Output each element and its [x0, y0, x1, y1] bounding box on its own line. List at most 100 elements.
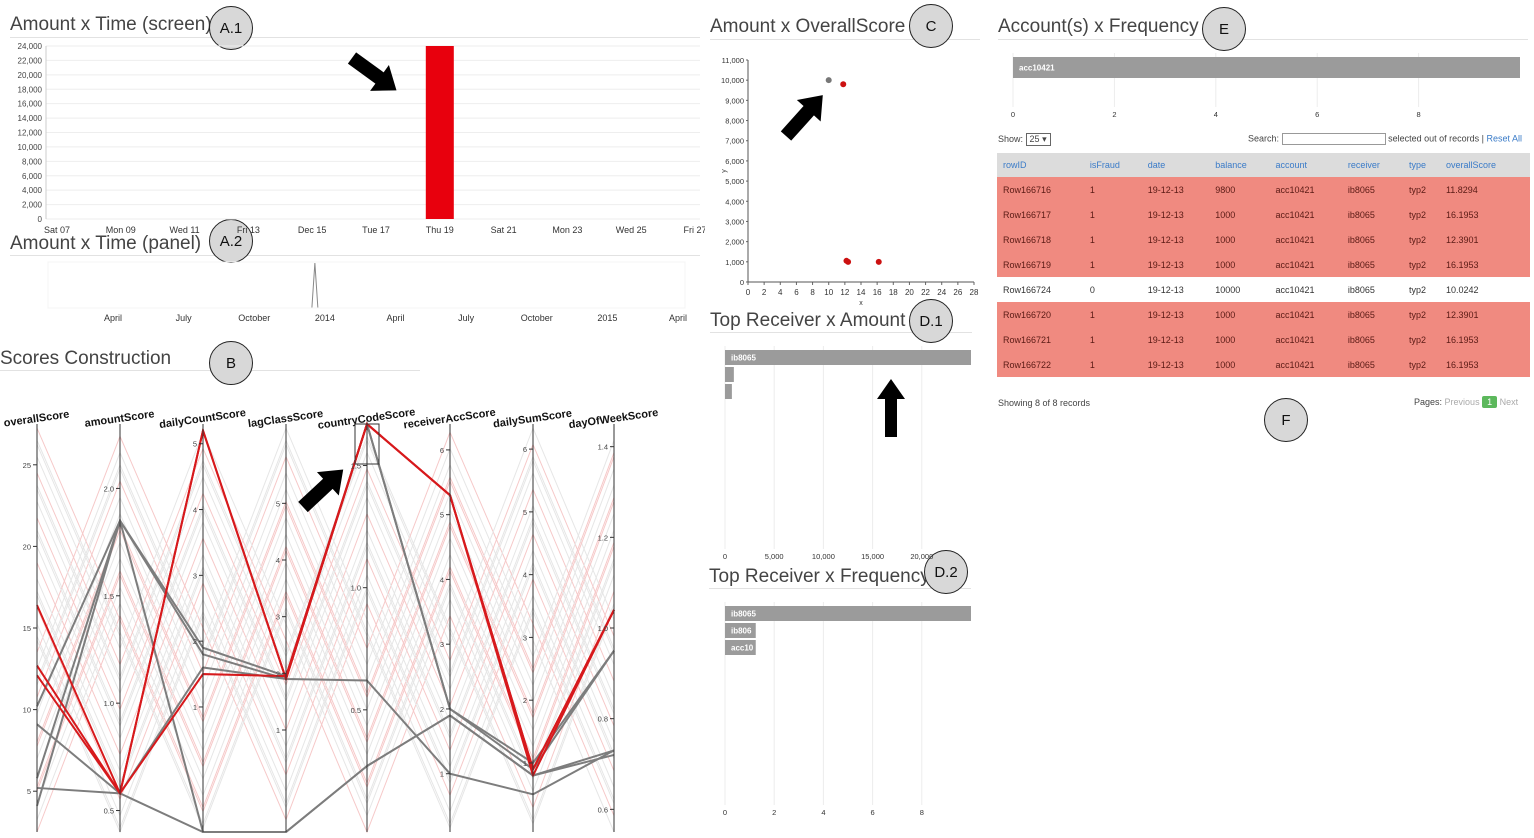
- axis-tick-label: 4: [440, 575, 444, 584]
- accounts-frequency-chart[interactable]: 0 2 4 6 8 acc10421: [998, 50, 1533, 124]
- table-cell-overallscore: 11.8294: [1439, 177, 1530, 202]
- column-header-balance[interactable]: balance: [1209, 153, 1270, 177]
- x-tick-label: 10,000: [812, 552, 835, 561]
- x-tick-label: Sat 21: [491, 225, 517, 235]
- table-cell-date: 19-12-13: [1141, 327, 1210, 352]
- pages-label: Pages:: [1414, 397, 1443, 407]
- table-row[interactable]: Row166724 0 19-12-13 10000 acc10421 ib8065 typ…: [997, 277, 1530, 302]
- table-row[interactable]: Row166716 1 19-12-13 9800 acc10421 ib8065 typ2…: [997, 177, 1530, 202]
- column-header-receiver[interactable]: receiver: [1341, 153, 1403, 177]
- axis-tick-label: 0.5: [351, 706, 361, 715]
- x-tick-label: 16: [873, 288, 882, 297]
- x-tick-label: 2: [762, 288, 767, 297]
- background-line: [36, 438, 615, 826]
- amount-overallscore-chart[interactable]: 0 1,000 2,000 3,000 4,000 5,000 6,000 7,000 8,00…: [706, 45, 986, 310]
- background-line: [36, 440, 615, 826]
- background-line: [36, 456, 615, 747]
- arrow-icon: [347, 52, 397, 91]
- badge-f: F: [1264, 398, 1308, 442]
- x-tick-label: 14: [857, 288, 866, 297]
- table-cell-type: typ2: [1402, 177, 1440, 202]
- axis-tick-label: 1.0: [598, 624, 608, 633]
- table-cell-type: typ2: [1408, 284, 1426, 295]
- page-1-button[interactable]: 1: [1482, 396, 1498, 408]
- table-row[interactable]: Row166719 1 19-12-13 1000 acc10421 ib8065 typ2…: [997, 252, 1530, 277]
- table-cell-isfraud: 1: [1083, 252, 1142, 277]
- column-header-overallscore[interactable]: overallScore: [1439, 153, 1530, 177]
- previous-page-button[interactable]: Previous: [1444, 397, 1480, 407]
- x-tick-label: 4: [778, 288, 783, 297]
- table-cell-overallscore: 12.3901: [1439, 302, 1530, 327]
- axis-tick-label: 1.5: [104, 592, 114, 601]
- x-tick-label: 5,000: [765, 552, 784, 561]
- table-cell-receiver: ib8065: [1341, 177, 1403, 202]
- x-tick-label: April: [104, 313, 122, 323]
- next-page-button[interactable]: Next: [1499, 397, 1519, 407]
- x-tick-label: October: [238, 313, 270, 323]
- table-cell-receiver: ib8065: [1341, 327, 1403, 352]
- table-row[interactable]: Row166720 1 19-12-13 1000 acc10421 ib8065 typ2…: [997, 302, 1530, 327]
- x-tick-label: 6: [794, 288, 799, 297]
- background-line: [36, 561, 615, 830]
- top-receiver-amount-chart[interactable]: 0 5,000 10,000 15,000 20,000 ib8065: [706, 340, 986, 565]
- axis-brush: [354, 423, 380, 465]
- panel-a2-title: Amount x Time (panel): [10, 233, 202, 254]
- axis-tick-label: 5: [193, 440, 197, 449]
- background-line: [36, 532, 615, 801]
- reset-all-link[interactable]: Reset All: [1486, 133, 1522, 144]
- bar-label: ib8065: [731, 610, 756, 619]
- search-input[interactable]: [1281, 133, 1386, 145]
- search-label: Search:: [1248, 133, 1280, 144]
- background-line: [36, 497, 615, 788]
- background-line: [36, 443, 615, 711]
- table-cell-date: 19-12-13: [1141, 202, 1210, 227]
- x-tick-label: 8: [920, 808, 924, 817]
- table-row[interactable]: Row166722 1 19-12-13 1000 acc10421 ib8065 typ2…: [997, 352, 1530, 377]
- column-header-account[interactable]: account: [1269, 153, 1342, 177]
- axis-tick-label: 2: [440, 705, 444, 714]
- axis-tick-label: 1.2: [598, 533, 608, 542]
- table-cell-account: acc10421: [1269, 252, 1342, 277]
- table-cell-overallscore: 10.0242: [1445, 284, 1479, 295]
- bar: [425, 46, 454, 219]
- y-tick-label: 7,000: [725, 137, 744, 146]
- column-header-date[interactable]: date: [1141, 153, 1210, 177]
- bar-label: acc10: [731, 644, 754, 653]
- table-cell-balance: 1000: [1209, 352, 1270, 377]
- showing-records-text: Showing 8 of 8 records: [998, 398, 1091, 408]
- background-line: [36, 501, 615, 792]
- x-tick-label: 20,000: [910, 552, 933, 561]
- y-tick-label: 11,000: [722, 56, 744, 65]
- background-line: [36, 520, 615, 789]
- axis-tick-label: 5: [27, 787, 31, 796]
- amount-time-panel-chart[interactable]: April July October 2014 April July October 2015…: [0, 258, 705, 330]
- table-row[interactable]: Row166717 1 19-12-13 1000 acc10421 ib8065 typ2…: [997, 202, 1530, 227]
- column-header-rowid[interactable]: rowID: [997, 153, 1084, 177]
- scores-construction-chart[interactable]: overallScore510152025amountScore0.51.01.…: [0, 400, 700, 838]
- show-entries-select[interactable]: 25 ▾: [1025, 133, 1051, 146]
- table-row[interactable]: Row166718 1 19-12-13 1000 acc10421 ib8065 typ2…: [997, 227, 1530, 252]
- x-tick-label: 0: [746, 288, 751, 297]
- axis-tick-label: 2: [523, 696, 527, 705]
- scatter-point: [875, 258, 882, 265]
- top-receiver-frequency-chart[interactable]: 0 2 4 6 8 ib8065 ib806 acc10: [706, 596, 986, 820]
- table-cell-overallscore: 16.1953: [1439, 252, 1530, 277]
- table-row[interactable]: Row166721 1 19-12-13 1000 acc10421 ib8065 typ2…: [997, 327, 1530, 352]
- x-tick-label: 2: [1112, 110, 1116, 119]
- y-tick-label: 1,000: [725, 258, 744, 267]
- table-cell-type: typ2: [1402, 352, 1440, 377]
- table-cell-balance: 1000: [1209, 202, 1270, 227]
- background-line: [36, 513, 615, 804]
- red-polyline: [36, 422, 615, 796]
- badge-d2: D.2: [924, 550, 968, 594]
- table-cell-isfraud: 0: [1089, 284, 1095, 295]
- axis-tick-label: 5: [523, 508, 527, 517]
- bar: [725, 623, 756, 638]
- table-cell-type: typ2: [1402, 227, 1440, 252]
- axis-tick-label: 0.5: [104, 807, 114, 816]
- axis-tick-label: 6: [440, 446, 444, 455]
- column-header-type[interactable]: type: [1402, 153, 1440, 177]
- column-header-isfraud[interactable]: isFraud: [1083, 153, 1142, 177]
- show-entries-value: 25: [1029, 134, 1040, 144]
- table-cell-rowid: Row166721: [997, 327, 1084, 352]
